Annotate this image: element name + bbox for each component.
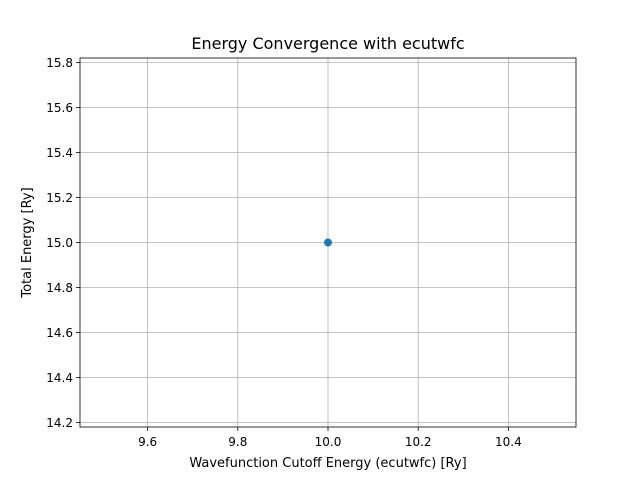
- y-tick-label: 14.4: [46, 371, 73, 385]
- x-tick-label: 10.2: [405, 435, 432, 449]
- x-tick-label: 10.4: [495, 435, 522, 449]
- plot-frame: [79, 57, 577, 428]
- x-tick-label: 9.8: [228, 435, 247, 449]
- axis-ticks: 9.6 9.8 10.0 10.2 10.4 14.2 14.4 14.6 14.8 15.0 15…: [46, 56, 521, 449]
- y-tick-label: 15.2: [46, 191, 73, 205]
- y-axis-label: Total Energy [Ry]: [20, 187, 35, 298]
- data-points: [324, 238, 332, 247]
- x-axis-label: Wavefunction Cutoff Energy (ecutwfc) [Ry…: [189, 456, 466, 471]
- y-tick-label: 15.8: [46, 56, 73, 70]
- y-tick-label: 14.6: [46, 326, 73, 340]
- y-tick-label: 14.8: [46, 281, 73, 295]
- x-tick-label: 10.0: [315, 435, 342, 449]
- y-tick-label: 15.6: [46, 101, 73, 115]
- data-point: [324, 238, 332, 247]
- y-tick-label: 15.0: [46, 236, 73, 250]
- y-tick-label: 15.4: [46, 146, 73, 160]
- x-tick-label: 9.6: [138, 435, 157, 449]
- grid-lines: [80, 58, 576, 427]
- y-tick-label: 14.2: [46, 416, 73, 430]
- chart-title: Energy Convergence with ecutwfc: [191, 34, 464, 53]
